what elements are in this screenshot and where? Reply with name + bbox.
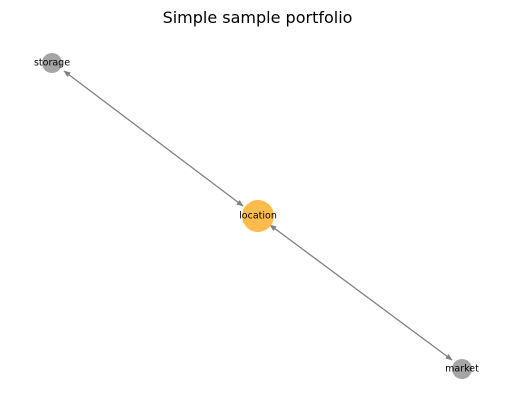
diagram-title: Simple sample portfolio — [162, 8, 353, 27]
node-storage: storage — [34, 53, 70, 73]
edge-location-storage — [63, 70, 244, 207]
node-market-label: market — [445, 364, 479, 375]
node-location-circle — [242, 200, 274, 232]
node-storage-label: storage — [34, 58, 70, 69]
node-market: market — [445, 359, 479, 379]
node-location: location — [239, 200, 277, 232]
node-storage-circle — [42, 53, 62, 73]
edge-location-market — [269, 224, 453, 361]
node-location-label: location — [239, 211, 277, 222]
node-market-circle — [452, 359, 472, 379]
